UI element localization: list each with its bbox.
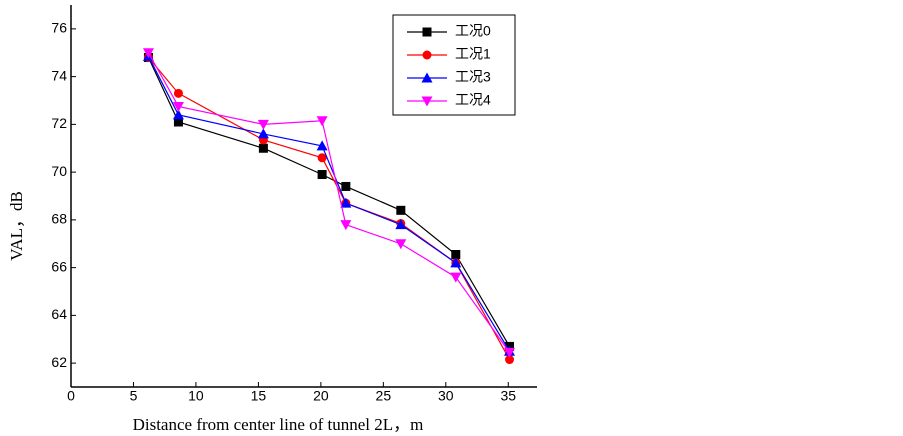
marker [316, 116, 328, 127]
marker [258, 143, 268, 153]
marker [341, 181, 351, 191]
x-tick-label: 10 [188, 388, 204, 404]
marker [340, 197, 352, 208]
marker [395, 219, 407, 230]
marker [505, 355, 515, 365]
x-tick-label: 35 [500, 388, 516, 404]
marker [257, 119, 269, 130]
y-tick-label: 74 [51, 67, 67, 83]
marker [173, 88, 183, 98]
y-tick-label: 72 [51, 115, 67, 131]
marker [317, 153, 327, 163]
y-tick-label: 68 [51, 211, 67, 227]
marker [340, 220, 352, 231]
x-tick-label: 5 [130, 388, 138, 404]
marker [316, 140, 328, 151]
y-tick-label: 70 [51, 163, 67, 179]
x-tick-label: 20 [313, 388, 329, 404]
legend-label: 工况1 [455, 46, 491, 62]
x-axis-label: Distance from center line of tunnel 2L，m [133, 415, 424, 434]
marker [450, 257, 462, 268]
marker [172, 109, 184, 120]
marker [396, 205, 406, 215]
y-tick-label: 76 [51, 20, 67, 36]
marker [172, 101, 184, 112]
x-tick-label: 25 [376, 388, 392, 404]
marker [173, 117, 183, 127]
y-tick-label: 62 [51, 354, 67, 370]
marker [395, 239, 407, 250]
legend-label: 工况4 [455, 92, 491, 108]
x-tick-label: 0 [67, 388, 75, 404]
legend-box [392, 14, 516, 116]
marker [422, 27, 432, 37]
marker [421, 96, 433, 107]
x-tick-label: 30 [438, 388, 454, 404]
y-tick-label: 64 [51, 306, 67, 322]
legend-label: 工况3 [455, 69, 491, 85]
marker [504, 347, 516, 358]
marker [257, 128, 269, 139]
legend-label: 工况0 [455, 23, 491, 39]
marker [451, 249, 461, 259]
marker [317, 170, 327, 180]
y-axis-label: VAL，dB [7, 191, 26, 261]
marker [422, 50, 432, 60]
x-tick-label: 15 [251, 388, 267, 404]
marker [142, 48, 154, 59]
marker [421, 72, 433, 83]
y-tick-label: 66 [51, 258, 67, 274]
series-line [147, 52, 511, 353]
marker [450, 272, 462, 283]
